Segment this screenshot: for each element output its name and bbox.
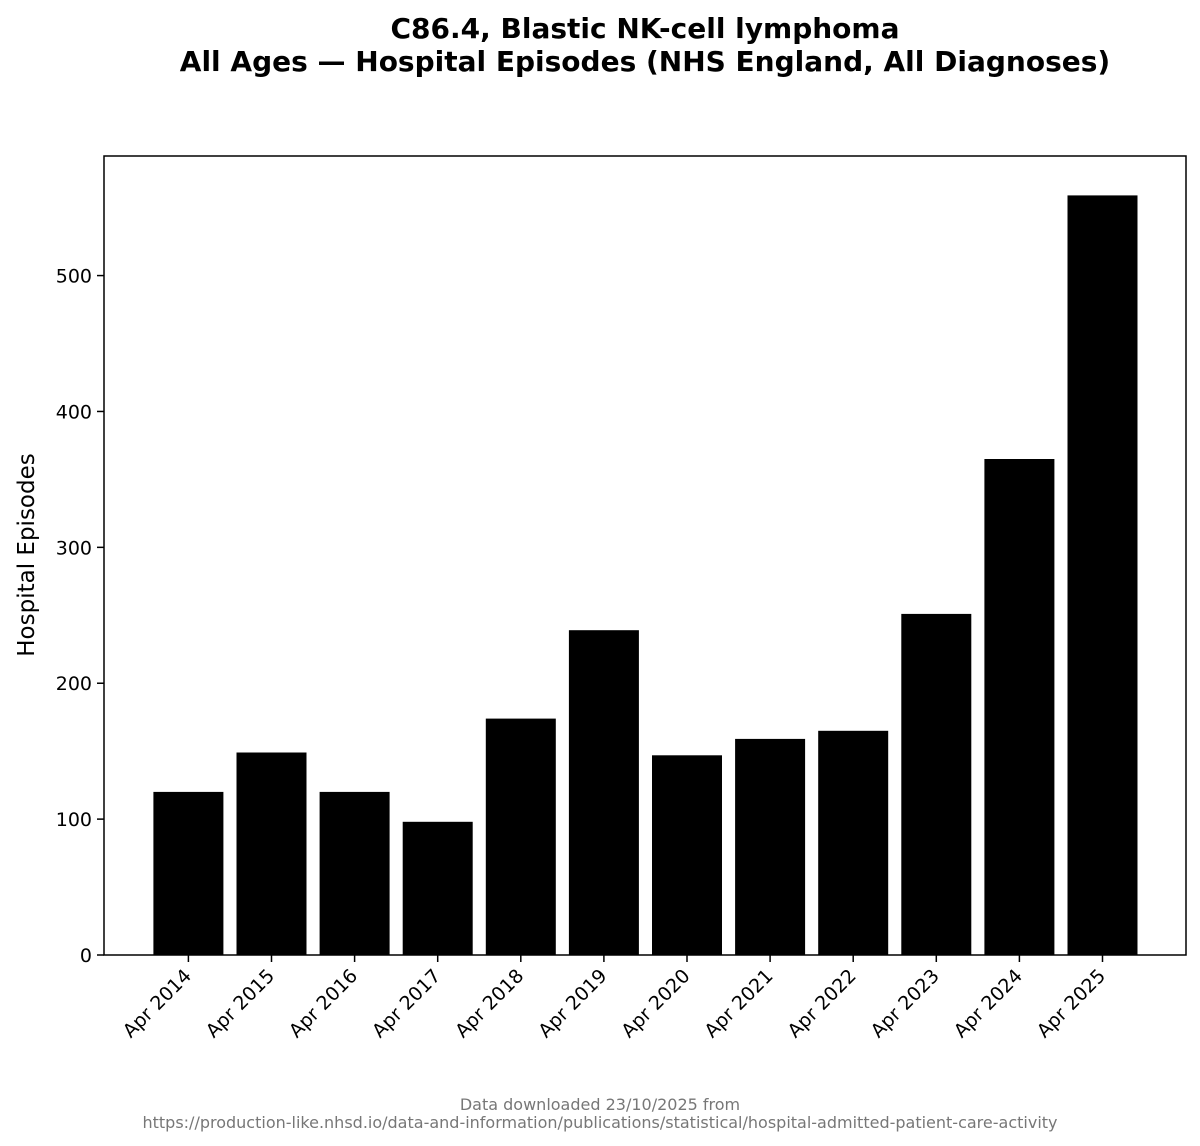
x-tick-label-apr-2017: Apr 2017	[368, 965, 445, 1042]
x-tick-label-apr-2014: Apr 2014	[119, 965, 196, 1042]
bar-apr-2014	[153, 791, 224, 955]
x-tick-label-apr-2020: Apr 2020	[617, 965, 694, 1042]
x-tick-label-apr-2015: Apr 2015	[202, 965, 279, 1042]
bar-apr-2024	[984, 459, 1055, 955]
bar-apr-2025	[1067, 195, 1138, 955]
bar-apr-2023	[901, 613, 972, 955]
y-axis-label: Hospital Episodes	[14, 453, 40, 656]
bar-apr-2016	[319, 791, 390, 955]
x-axis: Apr 2014 Apr 2015 Apr 2016 Apr 2017 Apr 2018…	[119, 955, 1110, 1042]
x-tick-label-apr-2019: Apr 2019	[534, 965, 611, 1042]
y-tick-label-200: 200	[56, 673, 92, 695]
bar-series	[153, 195, 1138, 956]
chart-title-line-1: C86.4, Blastic NK-cell lymphoma	[390, 12, 899, 45]
bar-apr-2022	[818, 730, 889, 955]
x-tick-label-apr-2021: Apr 2021	[700, 965, 777, 1042]
bar-apr-2019	[568, 630, 639, 955]
bar-apr-2017	[402, 821, 473, 955]
y-tick-label-100: 100	[56, 809, 92, 831]
x-tick-label-apr-2023: Apr 2023	[867, 965, 944, 1042]
footer-line-1: Data downloaded 23/10/2025 from	[460, 1095, 740, 1114]
y-tick-label-400: 400	[56, 401, 92, 423]
plot-frame	[103, 155, 1187, 956]
chart-title-line-2: All Ages — Hospital Episodes (NHS Englan…	[180, 45, 1110, 78]
x-tick-label-apr-2022: Apr 2022	[783, 965, 860, 1042]
y-tick-label-300: 300	[56, 537, 92, 559]
bar-apr-2018	[485, 718, 556, 955]
y-axis: 0 100 200 300 400 500	[56, 266, 104, 967]
footer-line-2: https://production-like.nhsd.io/data-and…	[142, 1113, 1057, 1132]
y-tick-label-0: 0	[80, 945, 92, 967]
x-tick-label-apr-2024: Apr 2024	[950, 965, 1027, 1042]
x-tick-label-apr-2018: Apr 2018	[451, 965, 528, 1042]
bar-apr-2015	[236, 752, 307, 955]
bar-apr-2020	[652, 755, 722, 956]
bar-apr-2021	[735, 738, 806, 955]
x-tick-label-apr-2016: Apr 2016	[285, 965, 362, 1042]
x-tick-label-apr-2025: Apr 2025	[1033, 965, 1110, 1042]
y-tick-label-500: 500	[56, 266, 92, 288]
